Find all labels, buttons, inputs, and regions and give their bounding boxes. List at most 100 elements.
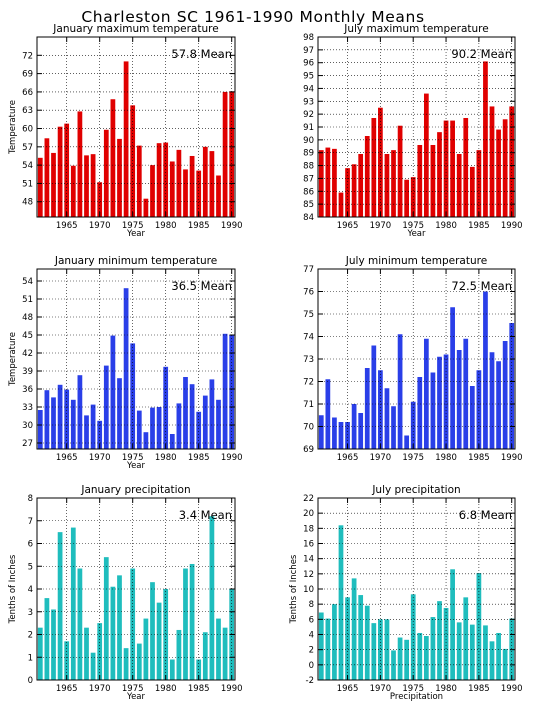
bar	[345, 422, 350, 449]
bar	[222, 627, 228, 680]
bar	[37, 157, 43, 217]
panel-title: July precipitation	[371, 484, 460, 496]
y-tick-label: 51	[22, 295, 33, 305]
bar	[169, 161, 175, 217]
bar	[364, 368, 370, 449]
y-tick-label: 10	[303, 585, 314, 595]
bar	[483, 625, 488, 680]
bar	[351, 164, 357, 217]
bar	[456, 154, 462, 217]
chart-panel-3: 27 30 33 36 39 42 45 48 51 54 1965 1970 1975 1980 1985…	[8, 255, 243, 471]
y-axis-label: Temperature	[8, 100, 18, 155]
bar	[318, 612, 324, 680]
x-tick-label: 1975	[402, 221, 424, 231]
panel-title: July minimum temperature	[345, 255, 487, 267]
bar	[496, 632, 501, 680]
x-tick-label: 1965	[56, 221, 78, 231]
y-tick-label: 97	[303, 46, 314, 56]
y-tick-label: 2	[28, 631, 33, 641]
bar	[423, 93, 429, 217]
x-tick-label: 1985	[188, 684, 210, 694]
y-tick-label: 4	[309, 631, 314, 641]
x-tick-label: 1990	[501, 221, 523, 231]
bar	[150, 165, 155, 217]
bar	[70, 527, 76, 680]
y-tick-label: 18	[303, 524, 314, 534]
y-tick-label: 93	[303, 97, 314, 107]
y-tick-label: 7	[28, 517, 33, 527]
x-tick-label: 1975	[402, 453, 424, 463]
x-tick-label: 1985	[188, 221, 210, 231]
bar	[77, 375, 83, 449]
bar	[143, 618, 149, 680]
y-tick-label: 1	[28, 653, 33, 663]
bar	[156, 143, 162, 217]
bar	[57, 532, 63, 681]
bar	[202, 632, 208, 680]
bar	[84, 627, 89, 680]
bar	[169, 659, 175, 680]
bar	[437, 601, 442, 680]
bar	[143, 198, 149, 217]
y-tick-label: 16	[303, 540, 314, 550]
bar	[332, 148, 337, 217]
bar	[117, 138, 122, 217]
panel-title: January precipitation	[80, 484, 190, 496]
bar	[37, 627, 43, 680]
y-tick-label: 20	[303, 509, 314, 519]
mean-label: 90.2 Mean	[451, 47, 512, 61]
chart-panel-5: 0 1 2 3 4 5 6 7 8 1965 1970 1975 1980 1985 1990 January…	[8, 484, 243, 702]
bar	[136, 410, 142, 449]
bar	[345, 597, 350, 680]
bar	[77, 568, 83, 680]
bar	[358, 154, 364, 217]
y-tick-label: 8	[309, 600, 314, 610]
y-axis-label: Tenths of Inches	[8, 554, 18, 624]
bar	[143, 432, 149, 449]
bar	[397, 125, 403, 217]
figure-title: Charleston SC 1961-1990 Monthly Means	[81, 8, 424, 26]
bar	[358, 413, 364, 449]
bar	[410, 594, 416, 680]
mean-label: 72.5 Mean	[451, 279, 512, 293]
bar	[70, 165, 76, 217]
bar	[222, 333, 228, 449]
y-tick-label: 90	[303, 136, 314, 146]
bar	[404, 435, 410, 449]
bar	[90, 404, 96, 449]
bar	[51, 152, 56, 217]
y-tick-label: 48	[22, 198, 33, 208]
y-tick-label: 54	[22, 161, 33, 171]
x-tick-label: 1985	[468, 453, 490, 463]
x-tick-label: 1980	[155, 684, 177, 694]
bar	[450, 569, 455, 680]
y-tick-label: 30	[22, 421, 33, 431]
bar	[51, 609, 56, 680]
bar	[371, 118, 377, 217]
y-tick-label: 39	[22, 367, 33, 377]
y-tick-label: 88	[303, 162, 314, 172]
y-tick-label: 60	[22, 125, 33, 135]
bar	[397, 637, 403, 680]
bar	[222, 91, 228, 217]
bar	[423, 636, 429, 680]
bar	[404, 639, 410, 680]
y-tick-label: 87	[303, 174, 314, 184]
bar	[430, 372, 436, 449]
y-tick-label: 6	[309, 615, 314, 625]
bar	[397, 334, 403, 449]
bar	[189, 563, 195, 680]
y-tick-label: 54	[22, 277, 33, 287]
bar	[156, 407, 162, 449]
bar	[183, 377, 188, 449]
x-tick-label: 1980	[155, 453, 177, 463]
x-tick-label: 1965	[56, 684, 78, 694]
bar	[469, 166, 475, 217]
bar	[189, 384, 195, 449]
bar	[509, 106, 515, 217]
bar	[456, 350, 462, 449]
bar	[150, 582, 155, 680]
chart-panel-2: 84 85 86 87 88 89 90 91 92 93 94 95 96 97 98 1965 1970 19…	[303, 23, 522, 239]
y-tick-label: 33	[22, 403, 33, 413]
